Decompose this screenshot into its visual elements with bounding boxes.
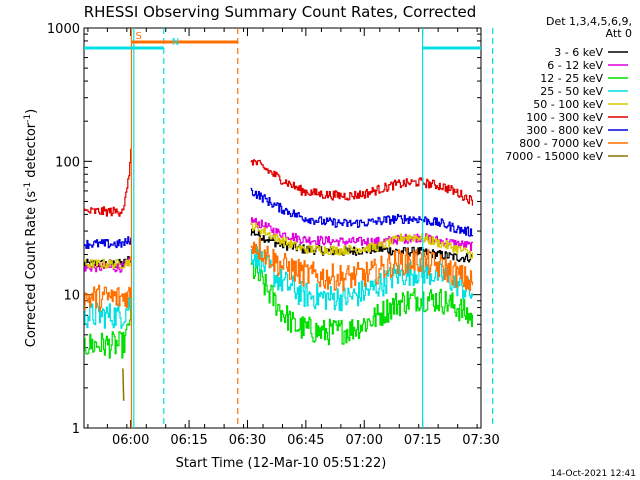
y-tick-label: 1000 xyxy=(47,22,80,37)
x-tick-label: 07:15 xyxy=(404,433,441,448)
series-line-25to50keV-seg1 xyxy=(250,246,473,312)
series-line-100to300keV-seg1 xyxy=(250,159,473,206)
series-line-300to800keV-seg0 xyxy=(84,236,132,249)
x-tick-label: 07:00 xyxy=(346,433,383,448)
x-tick-label: 06:30 xyxy=(229,433,266,448)
series-line-800to7000keV-seg0 xyxy=(84,284,132,312)
legend-label: 100 - 300 keV xyxy=(526,111,603,124)
legend-label: 7000 - 15000 keV xyxy=(505,150,603,163)
flag-label: S xyxy=(135,31,141,42)
series-line-50to100keV-seg0 xyxy=(84,256,132,269)
y-axis-label-prefix: Corrected Count Rate (s xyxy=(24,191,39,348)
y-axis-label-sup2: -1 xyxy=(23,114,33,123)
series-line-12to25keV-seg0 xyxy=(84,295,132,359)
flag-bars: SN xyxy=(84,31,481,50)
series-line-300to800keV-seg1 xyxy=(250,187,473,237)
legend-label: 12 - 25 keV xyxy=(540,72,603,85)
series-line-100to300keV-seg0 xyxy=(84,148,132,217)
plot-border xyxy=(83,27,482,429)
series-line-50to100keV-seg1 xyxy=(250,222,473,259)
legend-header: Att 0 xyxy=(606,27,632,40)
y-axis-label-sup1: -1 xyxy=(23,182,33,191)
x-axis-label: Start Time (12-Mar-10 05:51:22) xyxy=(176,456,387,471)
legend-label: 50 - 100 keV xyxy=(533,98,603,111)
series-line-25to50keV-seg0 xyxy=(84,296,132,329)
marker-lines xyxy=(130,28,494,428)
chart-title: RHESSI Observing Summary Count Rates, Co… xyxy=(84,3,477,21)
legend-label: 800 - 7000 keV xyxy=(519,137,603,150)
data-layer xyxy=(84,148,473,401)
series-line-6to12keV-seg1 xyxy=(250,217,473,252)
y-tick-label: 10 xyxy=(63,289,80,304)
y-tick-label: 1 xyxy=(72,422,80,437)
y-axis-label: Corrected Count Rate (s-1 detector-1) xyxy=(23,109,39,347)
legend-label: 3 - 6 keV xyxy=(554,46,603,59)
flag-label: N xyxy=(172,37,179,48)
legend-header: Det 1,3,4,5,6,9, xyxy=(546,15,632,28)
series-line-3to6keV-seg1 xyxy=(250,228,473,263)
series-line-800to7000keV-seg1 xyxy=(250,237,473,292)
y-tick-label: 100 xyxy=(55,155,80,170)
generation-timestamp: 14-Oct-2021 12:41 xyxy=(551,469,636,479)
y-axis-label-mid: detector xyxy=(24,122,39,182)
series-line-7000to15000keV xyxy=(122,368,125,401)
series-line-12to25keV-seg1 xyxy=(250,261,473,346)
legend-label: 25 - 50 keV xyxy=(540,85,603,98)
y-axis-label-suffix: ) xyxy=(24,109,39,114)
x-tick-label: 07:30 xyxy=(462,433,499,448)
legend-label: 300 - 800 keV xyxy=(526,124,603,137)
x-tick-label: 06:15 xyxy=(170,433,207,448)
plot-frame: 06:00 06:15 06:30 06:45 07:00 07:15 07:30 1 10 10… xyxy=(47,22,500,448)
x-tick-label: 06:00 xyxy=(112,433,149,448)
x-tick-label: 06:45 xyxy=(287,433,324,448)
legend-label: 6 - 12 keV xyxy=(547,59,603,72)
